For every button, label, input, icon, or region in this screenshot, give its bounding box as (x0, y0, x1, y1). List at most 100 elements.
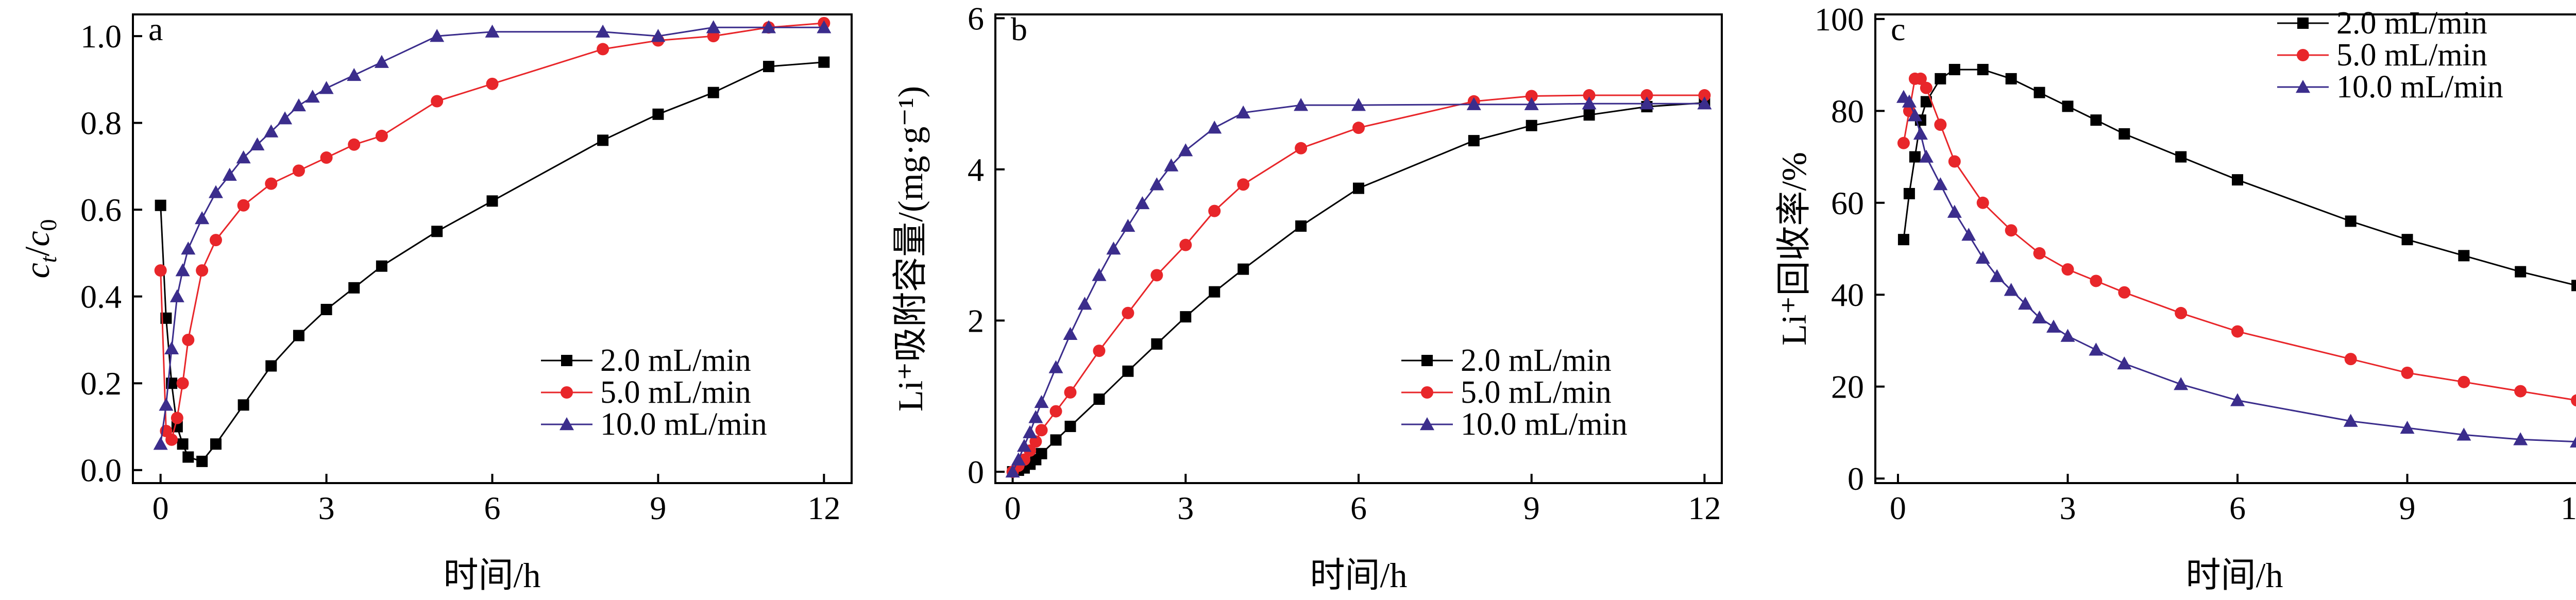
y-tick-label: 0.6 (80, 192, 122, 228)
series-triangle (1896, 90, 2576, 448)
legend-label: 10.0 mL/min (2336, 70, 2503, 105)
data-point (1135, 196, 1150, 210)
data-point (1121, 218, 1136, 232)
data-point (1468, 135, 1480, 147)
series-layer (153, 16, 832, 467)
y-tick-label: 1.0 (80, 18, 122, 55)
series-line (1903, 78, 2576, 401)
data-point (1353, 182, 1364, 194)
data-point (2062, 100, 2074, 112)
data-point (430, 29, 445, 42)
data-point (160, 312, 172, 324)
data-point (2458, 250, 2470, 262)
data-point (2231, 325, 2244, 338)
x-tick-label: 3 (318, 490, 335, 526)
series-triangle (1005, 96, 1712, 478)
x-axis-title: 时间/h (2186, 556, 2283, 595)
data-point (597, 134, 609, 146)
data-point (485, 24, 500, 38)
data-point (348, 138, 361, 151)
legend-label: 5.0 mL/min (600, 375, 751, 410)
data-point (817, 20, 832, 33)
data-point (1933, 177, 1948, 191)
ticks: 0 3 6 9 12 0.0 0.2 0.4 0.6 0.8 1.0 (80, 18, 840, 526)
data-point (1583, 109, 1595, 121)
data-point (278, 111, 293, 125)
data-point (155, 199, 166, 211)
data-point (2033, 87, 2045, 98)
data-point (1028, 410, 1043, 423)
data-point (2513, 432, 2528, 445)
legend-marker (2297, 18, 2309, 29)
data-point (1697, 96, 1712, 110)
y-tick-label: 60 (1831, 185, 1864, 221)
data-point (375, 129, 388, 142)
data-point (2400, 420, 2415, 434)
data-point (195, 211, 210, 225)
data-point (1907, 108, 1922, 122)
data-point (1919, 149, 1934, 163)
data-point (1295, 220, 1307, 232)
data-point (320, 151, 333, 164)
panel-c: c 时间/h Li⁺回收率/% 0 3 6 9 12 0 20 40 60 80 100 2.0 m… (1774, 1, 2576, 595)
data-point (818, 56, 830, 68)
data-point (1151, 338, 1163, 350)
legend-marker (2297, 49, 2309, 61)
data-point (2401, 366, 2414, 379)
data-point (707, 87, 719, 98)
data-point (250, 137, 265, 150)
x-tick-label: 3 (2059, 490, 2076, 526)
data-point (347, 67, 362, 81)
data-point (182, 451, 194, 463)
data-point (164, 341, 179, 354)
data-point (293, 330, 304, 341)
data-point (1048, 360, 1063, 373)
series-square (1897, 64, 2576, 292)
data-point (1947, 204, 1962, 218)
data-point (2046, 319, 2061, 333)
legend-marker (561, 355, 572, 366)
data-point (1049, 405, 1062, 418)
data-point (763, 61, 775, 73)
legend-entry: 2.0 mL/min (1401, 343, 1612, 378)
data-point (208, 185, 223, 198)
data-point (1179, 238, 1192, 251)
x-tick-label: 6 (484, 490, 501, 526)
legend-marker (561, 386, 573, 399)
data-point (237, 199, 250, 212)
data-point (2231, 174, 2243, 186)
data-point (182, 333, 195, 346)
data-point (1920, 96, 1932, 108)
data-point (1976, 196, 1989, 209)
data-point (1582, 96, 1597, 110)
data-point (265, 360, 277, 372)
data-point (238, 399, 249, 411)
panel-label: b (1011, 11, 1027, 47)
data-point (486, 77, 499, 90)
data-point (1526, 119, 1537, 131)
data-point (1005, 464, 1020, 478)
legend-entry: 2.0 mL/min (541, 343, 751, 378)
data-point (2515, 266, 2527, 278)
data-point (1295, 142, 1308, 155)
data-point (2117, 356, 2132, 370)
data-point (1640, 89, 1653, 102)
data-point (2090, 114, 2102, 126)
panel-a: a 时间/h ct/c0 0 3 6 9 12 0.0 0.2 0.4 0.6 0.8 1.0 2.… (18, 11, 853, 595)
data-point (1077, 297, 1092, 310)
data-point (153, 437, 168, 450)
data-point (1064, 386, 1077, 399)
data-point (374, 55, 389, 68)
data-point (1106, 242, 1121, 255)
data-point (181, 242, 196, 255)
data-point (1029, 435, 1042, 448)
data-point (1036, 448, 1047, 459)
data-point (1920, 81, 1933, 94)
data-point (2032, 310, 2047, 324)
data-point (159, 398, 174, 411)
data-point (2344, 353, 2357, 366)
x-tick-label: 0 (1005, 490, 1021, 526)
data-point (1149, 177, 1164, 191)
